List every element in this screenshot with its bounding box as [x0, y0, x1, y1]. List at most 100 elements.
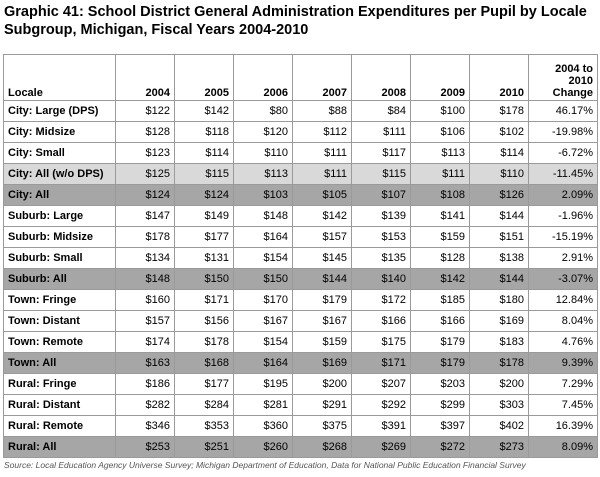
value-cell: $139 — [351, 205, 411, 227]
value-cell: $159 — [410, 226, 470, 248]
value-cell: $156 — [174, 310, 234, 332]
value-cell: $102 — [469, 121, 529, 143]
value-cell: $171 — [174, 289, 234, 311]
value-cell: $260 — [233, 436, 293, 458]
value-cell: $142 — [292, 205, 352, 227]
change-cell: 7.29% — [528, 373, 598, 395]
expenditures-table: Locale 2004 2005 2006 2007 2008 2009 2010 2004 t… — [3, 54, 598, 458]
change-cell: 46.17% — [528, 100, 598, 122]
value-cell: $291 — [292, 394, 352, 416]
value-cell: $88 — [292, 100, 352, 122]
value-cell: $128 — [115, 121, 175, 143]
row-label: City: Midsize — [3, 121, 116, 143]
row-label: Suburb: All — [3, 268, 116, 290]
row-label: City: Large (DPS) — [3, 100, 116, 122]
change-cell: 12.84% — [528, 289, 598, 311]
value-cell: $154 — [233, 247, 293, 269]
value-cell: $145 — [292, 247, 352, 269]
column-header-2007: 2007 — [292, 54, 352, 101]
change-cell: 8.04% — [528, 310, 598, 332]
value-cell: $131 — [174, 247, 234, 269]
row-label: Town: Remote — [3, 331, 116, 353]
value-cell: $125 — [115, 163, 175, 185]
value-cell: $170 — [233, 289, 293, 311]
value-cell: $171 — [351, 352, 411, 374]
value-cell: $346 — [115, 415, 175, 437]
value-cell: $126 — [469, 184, 529, 206]
table-row: Rural: All $253 $251 $260 $268 $269 $272 $273 8.… — [3, 436, 598, 458]
row-label: Rural: Remote — [3, 415, 116, 437]
value-cell: $113 — [233, 163, 293, 185]
value-cell: $114 — [469, 142, 529, 164]
value-cell: $174 — [115, 331, 175, 353]
value-cell: $142 — [410, 268, 470, 290]
value-cell: $163 — [115, 352, 175, 374]
value-cell: $113 — [410, 142, 470, 164]
change-cell: -1.96% — [528, 205, 598, 227]
value-cell: $203 — [410, 373, 470, 395]
value-cell: $106 — [410, 121, 470, 143]
value-cell: $144 — [469, 268, 529, 290]
value-cell: $154 — [233, 331, 293, 353]
header-row: Locale 2004 2005 2006 2007 2008 2009 2010 2004 t… — [3, 54, 598, 101]
page-title: Graphic 41: School District General Admi… — [4, 4, 587, 38]
value-cell: $157 — [115, 310, 175, 332]
row-label: Rural: Fringe — [3, 373, 116, 395]
value-cell: $107 — [351, 184, 411, 206]
value-cell: $148 — [115, 268, 175, 290]
value-cell: $169 — [469, 310, 529, 332]
table-row: City: All (w/o DPS) $125 $115 $113 $111 $115 $… — [3, 163, 598, 185]
value-cell: $200 — [292, 373, 352, 395]
value-cell: $159 — [292, 331, 352, 353]
value-cell: $360 — [233, 415, 293, 437]
change-cell: 2.09% — [528, 184, 598, 206]
value-cell: $207 — [351, 373, 411, 395]
value-cell: $84 — [351, 100, 411, 122]
change-cell: -3.07% — [528, 268, 598, 290]
change-cell: -19.98% — [528, 121, 598, 143]
value-cell: $110 — [233, 142, 293, 164]
table-row: City: Midsize $128 $118 $120 $112 $111 $106 $10… — [3, 121, 598, 143]
value-cell: $186 — [115, 373, 175, 395]
value-cell: $180 — [469, 289, 529, 311]
value-cell: $157 — [292, 226, 352, 248]
value-cell: $164 — [233, 226, 293, 248]
value-cell: $115 — [351, 163, 411, 185]
table-body: City: Large (DPS) $122 $142 $80 $88 $84 $100 $1… — [3, 100, 598, 458]
value-cell: $150 — [174, 268, 234, 290]
value-cell: $303 — [469, 394, 529, 416]
value-cell: $111 — [292, 142, 352, 164]
value-cell: $144 — [469, 205, 529, 227]
value-cell: $200 — [469, 373, 529, 395]
value-cell: $111 — [410, 163, 470, 185]
table-row: Town: Fringe $160 $171 $170 $179 $172 $185 $180… — [3, 289, 598, 311]
row-label: Suburb: Large — [3, 205, 116, 227]
value-cell: $153 — [351, 226, 411, 248]
value-cell: $183 — [469, 331, 529, 353]
column-header-2008: 2008 — [351, 54, 411, 101]
value-cell: $177 — [174, 373, 234, 395]
table-row: Rural: Fringe $186 $177 $195 $200 $207 $203 $20… — [3, 373, 598, 395]
value-cell: $391 — [351, 415, 411, 437]
value-cell: $111 — [292, 163, 352, 185]
source-note: Source: Local Education Agency Universe … — [4, 460, 526, 470]
value-cell: $150 — [233, 268, 293, 290]
change-cell: 16.39% — [528, 415, 598, 437]
value-cell: $100 — [410, 100, 470, 122]
value-cell: $402 — [469, 415, 529, 437]
value-cell: $112 — [292, 121, 352, 143]
table-row: Suburb: All $148 $150 $150 $144 $140 $142 $144-… — [3, 268, 598, 290]
column-header-2010: 2010 — [469, 54, 529, 101]
value-cell: $160 — [115, 289, 175, 311]
table-header: Locale 2004 2005 2006 2007 2008 2009 2010 2004 t… — [3, 54, 598, 101]
value-cell: $111 — [351, 121, 411, 143]
column-header-2009: 2009 — [410, 54, 470, 101]
value-cell: $115 — [174, 163, 234, 185]
value-cell: $142 — [174, 100, 234, 122]
column-header-locale: Locale — [3, 54, 116, 101]
change-cell: -6.72% — [528, 142, 598, 164]
column-header-2004: 2004 — [115, 54, 175, 101]
value-cell: $397 — [410, 415, 470, 437]
value-cell: $141 — [410, 205, 470, 227]
row-label: Town: All — [3, 352, 116, 374]
